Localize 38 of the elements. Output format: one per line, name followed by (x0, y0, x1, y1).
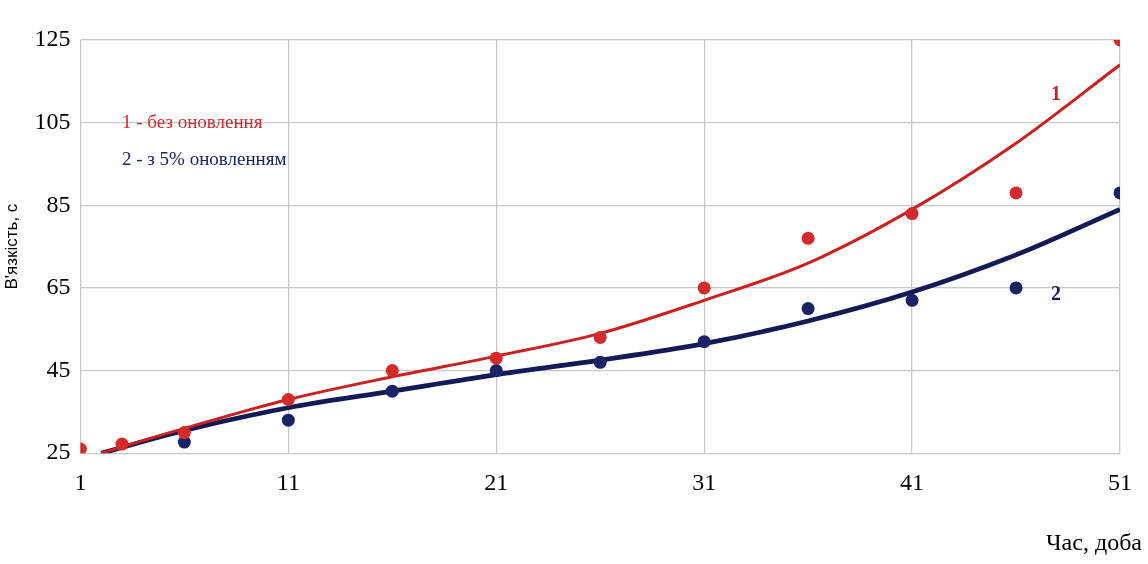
line-series (99, 63, 1120, 454)
point (801, 231, 815, 245)
point (281, 392, 295, 406)
point (905, 293, 919, 307)
point (115, 437, 129, 451)
y-tick-label: 125 (34, 25, 71, 52)
x-tick-label: 51 (1108, 468, 1132, 495)
x-tick-label: 21 (484, 468, 509, 495)
point (489, 364, 503, 378)
y-tick-label: 85 (46, 190, 71, 217)
y-tick-label: 45 (46, 355, 71, 382)
text: 2 - з 5% оновленням (121, 147, 287, 169)
point (281, 413, 295, 427)
y-axis-title: В'язкість, с (1, 203, 21, 290)
y-tick-label: 105 (34, 107, 71, 134)
point (177, 426, 191, 440)
x-tick-label: 41 (900, 468, 925, 495)
point (1009, 186, 1023, 200)
point (905, 207, 919, 221)
point (697, 335, 711, 349)
text: 1 - без оновлення (121, 110, 263, 132)
point (801, 302, 815, 316)
x-tick-label: 1 (74, 468, 87, 495)
annotation: 1 (1051, 82, 1062, 105)
x-axis-title: Час, доба (1046, 529, 1143, 556)
point (385, 364, 399, 378)
point (593, 355, 607, 369)
point (697, 281, 711, 295)
point (489, 351, 503, 365)
y-tick-label: 25 (46, 438, 71, 465)
line-series (98, 207, 1120, 454)
annotation: 2 (1051, 282, 1062, 305)
point (593, 331, 607, 344)
x-tick-label: 31 (692, 468, 717, 495)
x-tick-label: 11 (276, 468, 300, 495)
point (385, 384, 399, 398)
point (1009, 281, 1023, 295)
y-tick-label: 65 (46, 273, 71, 300)
